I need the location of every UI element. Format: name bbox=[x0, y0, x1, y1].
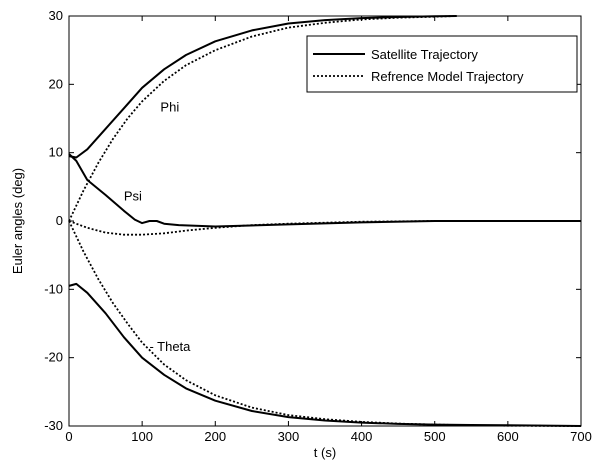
legend-box bbox=[306, 35, 578, 93]
y-tick-label: -10 bbox=[44, 281, 63, 296]
y-axis-label: Euler angles (deg) bbox=[10, 168, 25, 274]
annotation-label: - Theta bbox=[149, 339, 191, 354]
y-tick-label: 30 bbox=[49, 8, 63, 23]
x-tick-label: 0 bbox=[65, 429, 72, 444]
legend-label: Satellite Trajectory bbox=[371, 47, 478, 62]
series-group bbox=[68, 15, 582, 427]
y-tick-label: -20 bbox=[44, 350, 63, 365]
x-tick-label: 400 bbox=[351, 429, 373, 444]
x-tick-label: 600 bbox=[497, 429, 519, 444]
x-axis-label: t (s) bbox=[314, 445, 336, 460]
annotation-label: Psi bbox=[124, 189, 142, 204]
legend-label: Refrence Model Trajectory bbox=[371, 69, 524, 84]
y-tick-label: -30 bbox=[44, 418, 63, 433]
legend: Satellite Trajectory Refrence Model Traje… bbox=[306, 35, 578, 93]
series-line-1 bbox=[68, 15, 457, 159]
x-tick-label: 100 bbox=[131, 429, 153, 444]
annotation-group: Phi Psi - Theta bbox=[124, 100, 191, 354]
y-tick-label: 0 bbox=[56, 213, 63, 228]
series-line-3 bbox=[68, 153, 581, 228]
y-tick-label: 10 bbox=[49, 145, 63, 160]
annotation-label: Phi bbox=[160, 100, 179, 115]
x-tick-label: 300 bbox=[278, 429, 300, 444]
x-tick-label: 700 bbox=[570, 429, 592, 444]
x-tick-label: 500 bbox=[424, 429, 446, 444]
tick-group: 0 100 200 300 400 500 600 700 -30 -20 -10 0 10 20 30 bbox=[44, 8, 592, 444]
series-line-6 bbox=[68, 220, 582, 427]
x-tick-label: 200 bbox=[204, 429, 226, 444]
y-tick-label: 20 bbox=[49, 76, 63, 91]
